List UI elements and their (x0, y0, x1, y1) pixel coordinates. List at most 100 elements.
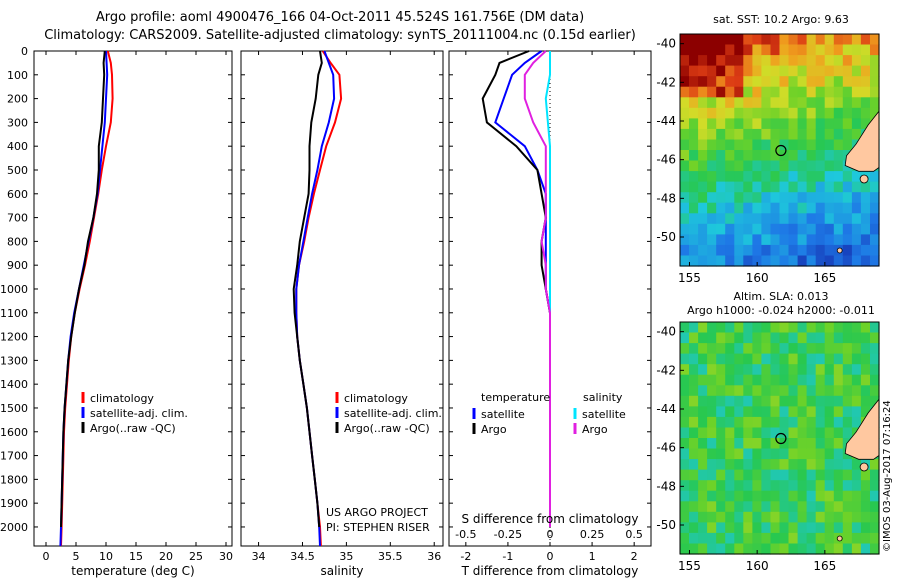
sla-map-cell (761, 522, 771, 534)
sst-map-cell (689, 86, 699, 98)
sst-map-cell (851, 181, 862, 193)
sst-map-cell (860, 55, 871, 67)
sst-map-cell (707, 118, 717, 130)
sla-map-cell (752, 532, 762, 544)
temperature-xtick-label: 0 (43, 550, 50, 563)
sla-map-cell (797, 374, 808, 386)
sst-map-cell (815, 255, 826, 267)
sst-map-cell (761, 86, 771, 98)
difference-legend-temperature-title: temperature (481, 391, 550, 404)
sla-map-cell (680, 353, 690, 365)
sla-map-cell (860, 364, 871, 376)
sla-map-cell (842, 427, 853, 439)
sst-map-cell (860, 244, 871, 256)
sla-map-cell (806, 427, 817, 439)
sst-map-cell (707, 97, 717, 109)
sla-map-cell (743, 480, 753, 492)
sst-map-cell (725, 160, 735, 172)
sst-map-cell (698, 213, 708, 225)
sst-map-cell (833, 192, 844, 204)
sst-map-cell (752, 34, 762, 46)
salinity-difference-xlabel: S difference from climatology (462, 512, 639, 526)
sst-map-cell (743, 202, 753, 214)
sst-map-cell (870, 244, 880, 256)
sla-map-cell (770, 322, 781, 334)
sst-map-cell (788, 107, 799, 119)
sla-map-cell (842, 332, 853, 344)
sla-map-cell (752, 406, 762, 418)
sla-map-cell (761, 343, 771, 355)
sst-map-cell (689, 34, 699, 46)
sla-map-cell (716, 416, 726, 428)
sla-map-cell (815, 353, 826, 365)
sla-map-cell (707, 501, 717, 513)
sla-map-cell (743, 522, 753, 534)
sst-map-cell (707, 44, 717, 56)
sla-map-cell (797, 511, 808, 523)
sla-map-cell (680, 332, 690, 344)
sla-map-cell (752, 395, 762, 407)
salinity-xtick-label: 34.5 (290, 550, 315, 563)
sst-map-cell (806, 118, 817, 130)
sla-map-cell (716, 353, 726, 365)
sla-map-cell (725, 343, 735, 355)
depth-tick-label: 600 (7, 188, 28, 201)
sla-map-cell (797, 343, 808, 355)
sla-map-cell (698, 448, 708, 460)
sst-map-cell (797, 107, 808, 119)
sla-map-cell (842, 343, 853, 355)
sst-map-cell (743, 97, 753, 109)
sst-map-cell (824, 181, 835, 193)
sst-map-cell (797, 150, 808, 162)
sla-map-cell (851, 469, 862, 481)
sst-map-cell (788, 192, 799, 204)
sla-map-cell (797, 480, 808, 492)
sla-map-cell (842, 501, 853, 513)
sla-map-cell (860, 353, 871, 365)
sla-map-cell (743, 332, 753, 344)
sst-map-cell (788, 55, 799, 67)
sla-map-cell (725, 501, 735, 513)
sst-map-cell (851, 44, 862, 56)
sst-map-cell (752, 139, 762, 151)
sst-map-cell (725, 171, 735, 183)
sla-map-cell (851, 490, 862, 502)
sst-map-cell (815, 55, 826, 67)
sla-map-cell (806, 395, 817, 407)
sst-map-cell (698, 34, 708, 46)
sla-map-cell (707, 416, 717, 428)
sst-map-cell (806, 97, 817, 109)
sla-map-cell (689, 490, 699, 502)
sla-map-cell (788, 532, 799, 544)
sst-map-cell (752, 118, 762, 130)
sst-map-cell (824, 192, 835, 204)
sst-map-cell (689, 244, 699, 256)
salinity-xtick-label: 36 (427, 550, 441, 563)
sst-map-cell (698, 128, 708, 140)
sst-map-cell (842, 34, 853, 46)
sst-map-cell (761, 223, 771, 235)
sla-map-cell (716, 543, 726, 555)
sla-map-cell (824, 522, 835, 534)
sst-map-cell (725, 97, 735, 109)
sla-map-cell (815, 322, 826, 334)
sla-map-cell (761, 395, 771, 407)
sst-map-cell (770, 76, 781, 88)
sla-map-cell (734, 490, 744, 502)
sst-map-cell (752, 107, 762, 119)
sla-map-cell (752, 543, 762, 555)
sst-map-cell (707, 76, 717, 88)
sla-map-cell (716, 364, 726, 376)
sst-map-cell (797, 65, 808, 77)
sst-map-cell (842, 181, 853, 193)
sst-map-cell (761, 97, 771, 109)
sst-map-cell (842, 171, 853, 183)
sst-map-cell (770, 34, 781, 46)
sla-map-cell (833, 511, 844, 523)
sla-map-cell (707, 374, 717, 386)
sst-map-cell (725, 139, 735, 151)
sst-map-cell (851, 192, 862, 204)
sla-map-cell (833, 364, 844, 376)
sla-map-cell (707, 448, 717, 460)
sst-map-cell (734, 192, 744, 204)
